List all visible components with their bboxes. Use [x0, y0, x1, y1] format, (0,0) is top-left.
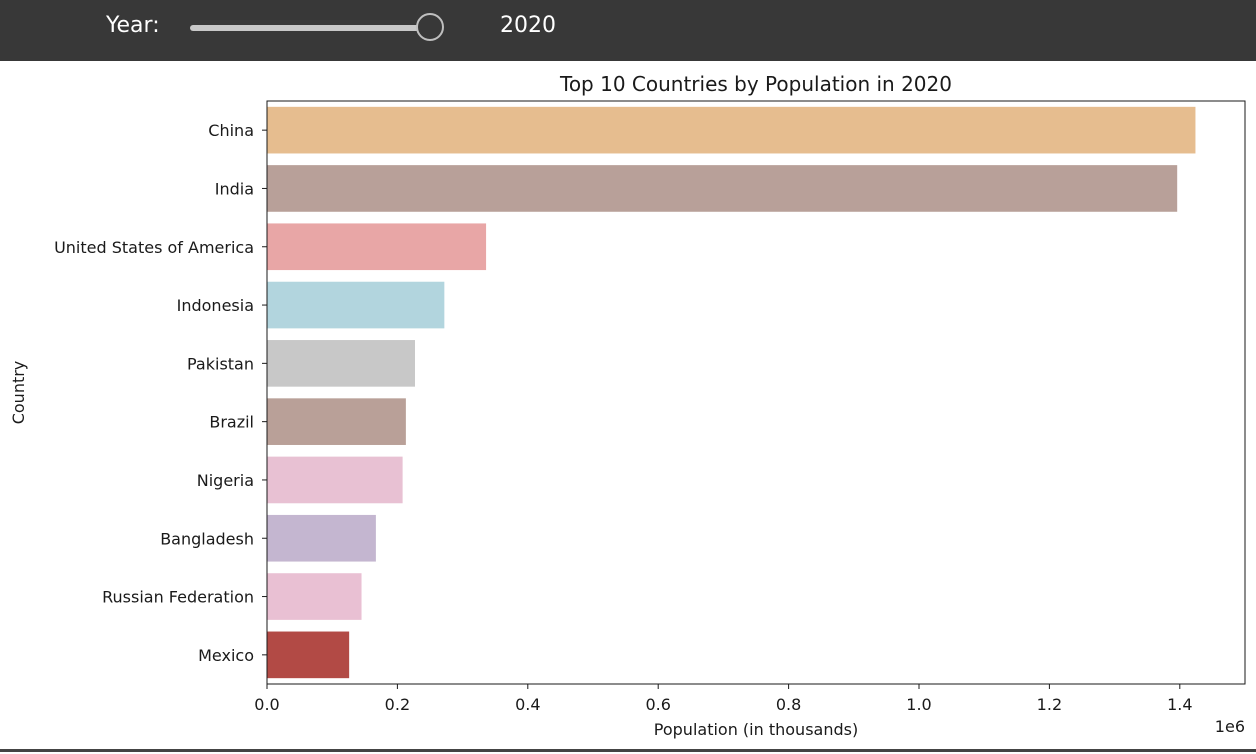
bar-7	[267, 514, 376, 562]
y-tick-label-4: Pakistan	[187, 354, 254, 373]
y-tick-label-8: Russian Federation	[102, 588, 254, 607]
y-axis-label: Country	[9, 361, 28, 425]
x-offset-label: 1e6	[1215, 717, 1245, 736]
bottom-divider	[0, 749, 1256, 752]
x-tick-label-2: 0.4	[515, 695, 540, 714]
x-tick-label-1: 0.2	[385, 695, 410, 714]
x-tick-label-0: 0.0	[254, 695, 279, 714]
bar-9	[267, 631, 350, 679]
year-label: Year:	[106, 13, 160, 38]
x-tick-label-4: 0.8	[776, 695, 801, 714]
year-value: 2020	[500, 13, 556, 38]
chart-title: Top 10 Countries by Population in 2020	[559, 72, 952, 96]
x-tick-label-7: 1.4	[1167, 695, 1192, 714]
bar-8	[267, 573, 362, 620]
bar-0	[267, 106, 1196, 154]
bar-3	[267, 281, 445, 329]
year-toolbar: Year: 2020	[0, 0, 1256, 61]
bar-4	[267, 340, 416, 387]
y-tick-label-1: India	[215, 179, 254, 198]
bar-6	[267, 456, 403, 504]
bar-1	[267, 165, 1178, 212]
x-axis-label: Population (in thousands)	[654, 720, 858, 739]
population-bar-chart: China India United States of America Indone…	[9, 72, 1246, 739]
y-tick-label-6: Nigeria	[197, 471, 254, 490]
bar-5	[267, 398, 406, 445]
y-tick-label-5: Brazil	[209, 413, 254, 432]
year-slider-handle[interactable]	[416, 13, 444, 41]
bar-2	[267, 223, 487, 271]
chart-area: China India United States of America Indone…	[0, 61, 1256, 750]
y-tick-label-0: China	[208, 121, 254, 140]
plot-frame	[266, 100, 1246, 685]
y-tick-label-9: Mexico	[198, 646, 254, 665]
y-tick-label-7: Bangladesh	[160, 529, 254, 548]
year-slider-track[interactable]	[190, 25, 432, 31]
y-tick-label-3: Indonesia	[177, 296, 254, 315]
x-tick-label-5: 1.0	[906, 695, 931, 714]
x-tick-label-3: 0.6	[645, 695, 670, 714]
y-tick-label-2: United States of America	[54, 238, 254, 257]
x-tick-label-6: 1.2	[1037, 695, 1062, 714]
